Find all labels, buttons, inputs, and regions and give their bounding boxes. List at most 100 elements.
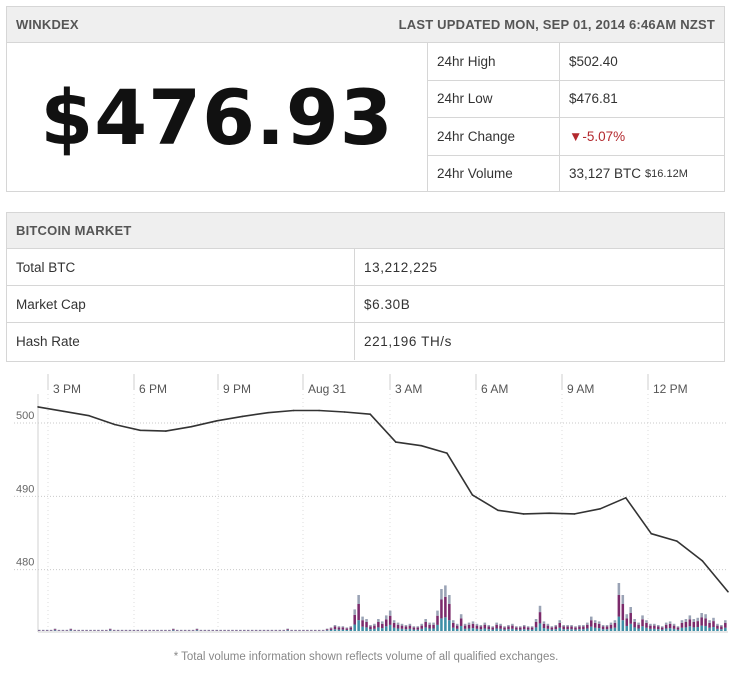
volume-bar (680, 622, 684, 628)
volume-bar (306, 630, 309, 631)
volume-bar (586, 628, 589, 631)
volume-bar (416, 627, 420, 630)
y-tick-label: 500 (16, 410, 34, 422)
volume-bar (314, 630, 317, 631)
volume-bar (231, 630, 234, 631)
volume-bar (337, 626, 341, 628)
stat-value: $502.40 (569, 53, 618, 69)
volume-bar (491, 629, 494, 631)
volume-bar (333, 629, 337, 631)
volume-bar (45, 630, 49, 631)
volume-bar (369, 625, 372, 627)
price-point (165, 430, 167, 432)
volume-bar (381, 621, 384, 624)
volume-bar (668, 621, 672, 624)
volume-bar (459, 618, 463, 626)
volume-bar (542, 628, 546, 631)
volume-bar (455, 623, 459, 626)
volume-bar (388, 615, 392, 625)
volume-bar (254, 630, 258, 631)
volume-bar (377, 619, 380, 622)
price-point (446, 452, 448, 454)
volume-bar (582, 629, 585, 631)
volume-footnote: * Total volume information shown reflect… (173, 651, 559, 663)
volume-bar (668, 628, 672, 631)
volume-bar (511, 625, 514, 629)
volume-bar (479, 625, 483, 627)
volume-bar (613, 622, 617, 628)
volume-bar (479, 629, 483, 631)
volume-bar (412, 627, 416, 630)
volume-bar (448, 595, 451, 604)
market-title: BITCOIN MARKET (16, 223, 132, 238)
stat-value-volume: 33,127 BTC $16.12M (560, 156, 724, 193)
volume-bar (676, 629, 680, 631)
volume-bar (704, 625, 707, 631)
volume-bar (164, 630, 167, 631)
volume-bar (578, 629, 581, 631)
volume-bar (219, 630, 222, 631)
volume-bar (724, 627, 727, 631)
volume-bar (664, 624, 668, 629)
volume-bar (558, 620, 561, 623)
volume-bar (471, 621, 475, 624)
change-percent: -5.07% (582, 128, 626, 144)
volume-bar (108, 630, 112, 631)
volume-bar (495, 624, 498, 629)
volume-bar (716, 625, 719, 629)
index-header: WINKDEX LAST UPDATED MON, SEP 01, 2014 6… (7, 7, 724, 43)
volume-bar (369, 626, 372, 630)
volume-bar (471, 628, 475, 631)
volume-bar (298, 630, 301, 631)
volume-bar (637, 622, 640, 625)
stat-label: 24hr Volume (428, 155, 560, 192)
volume-bar (246, 630, 250, 631)
volume-bar (609, 628, 613, 631)
y-tick-label: 480 (16, 557, 34, 569)
volume-bar (586, 624, 589, 629)
volume-bar (440, 589, 443, 600)
volume-bar (69, 628, 73, 630)
volume-bar (108, 629, 112, 631)
volume-bar (495, 628, 498, 631)
volume-bar (621, 595, 625, 604)
volume-bar (613, 627, 617, 631)
volume-bar (692, 627, 696, 631)
volume-bar (467, 628, 471, 631)
volume-bar (412, 629, 416, 631)
volume-bar (688, 619, 692, 627)
volume-bar (235, 630, 238, 631)
volume-bar (408, 623, 412, 626)
volume-bar (684, 627, 688, 631)
volume-bar (365, 627, 368, 631)
volume-bar (77, 630, 80, 631)
volume-bar (97, 630, 100, 631)
volume-bar (444, 585, 447, 597)
volume-bar (341, 627, 345, 630)
volume-bar (424, 622, 427, 628)
volume-bar (345, 628, 349, 630)
volume-bar (294, 630, 297, 631)
volume-bar (629, 623, 632, 631)
volume-bar (436, 624, 439, 631)
volume-bar (207, 630, 211, 631)
volume-bar (195, 630, 199, 631)
y-tick-label: 490 (16, 483, 34, 495)
volume-bar (93, 630, 96, 631)
volume-bar (515, 626, 518, 628)
volume-bar (377, 627, 380, 631)
volume-bar (85, 630, 88, 631)
x-tick-label: 9 PM (223, 382, 251, 396)
stat-row-volume: 24hr Volume 33,127 BTC $16.12M (428, 155, 724, 193)
market-value: 221,196 TH/s (364, 334, 453, 349)
volume-bar (384, 615, 388, 620)
volume-bar (676, 627, 680, 630)
volume-bar (519, 629, 522, 631)
volume-bar (384, 619, 388, 627)
volume-bar (633, 627, 636, 631)
volume-bar (664, 622, 668, 625)
volume-bar (668, 623, 672, 629)
volume-bar (290, 630, 293, 631)
x-tick-label: 3 PM (53, 382, 81, 396)
price-point (139, 429, 141, 432)
